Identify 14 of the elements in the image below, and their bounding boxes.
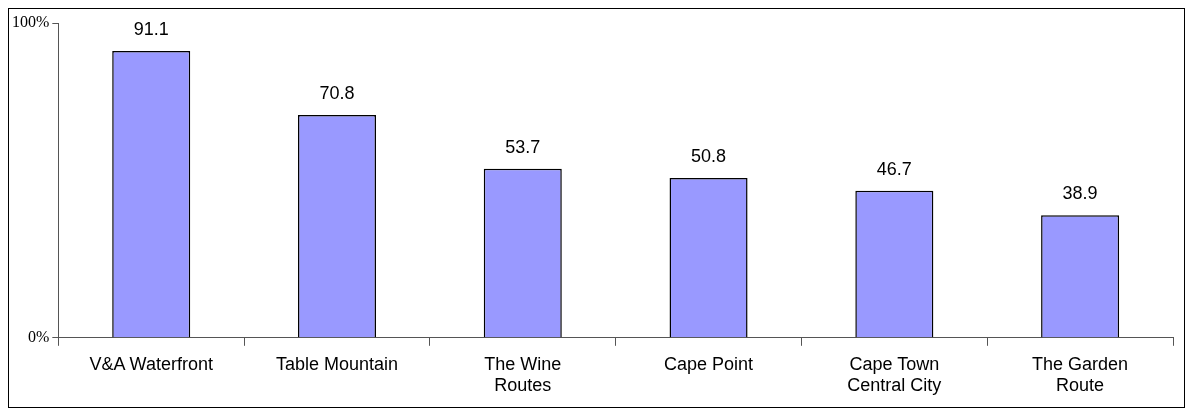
data-label: 38.9 (1062, 183, 1098, 204)
x-tick-label: The Wine Routes (484, 353, 562, 396)
x-tick-label: Table Mountain (275, 353, 399, 374)
y-tick-label: 100% (12, 13, 50, 31)
y-tick-label: 0% (28, 328, 50, 345)
data-label: 50.8 (691, 145, 727, 166)
x-tick-label: V&A Waterfront (89, 353, 213, 374)
data-label: 53.7 (505, 136, 541, 157)
data-label: 70.8 (319, 82, 355, 103)
x-tick-label: Cape Town Central City (847, 353, 942, 396)
data-label: 46.7 (876, 158, 912, 179)
x-tick-label: Cape Point (664, 353, 754, 374)
x-tick-label: The Garden Route (1032, 353, 1129, 396)
data-label: 91.1 (133, 18, 169, 39)
